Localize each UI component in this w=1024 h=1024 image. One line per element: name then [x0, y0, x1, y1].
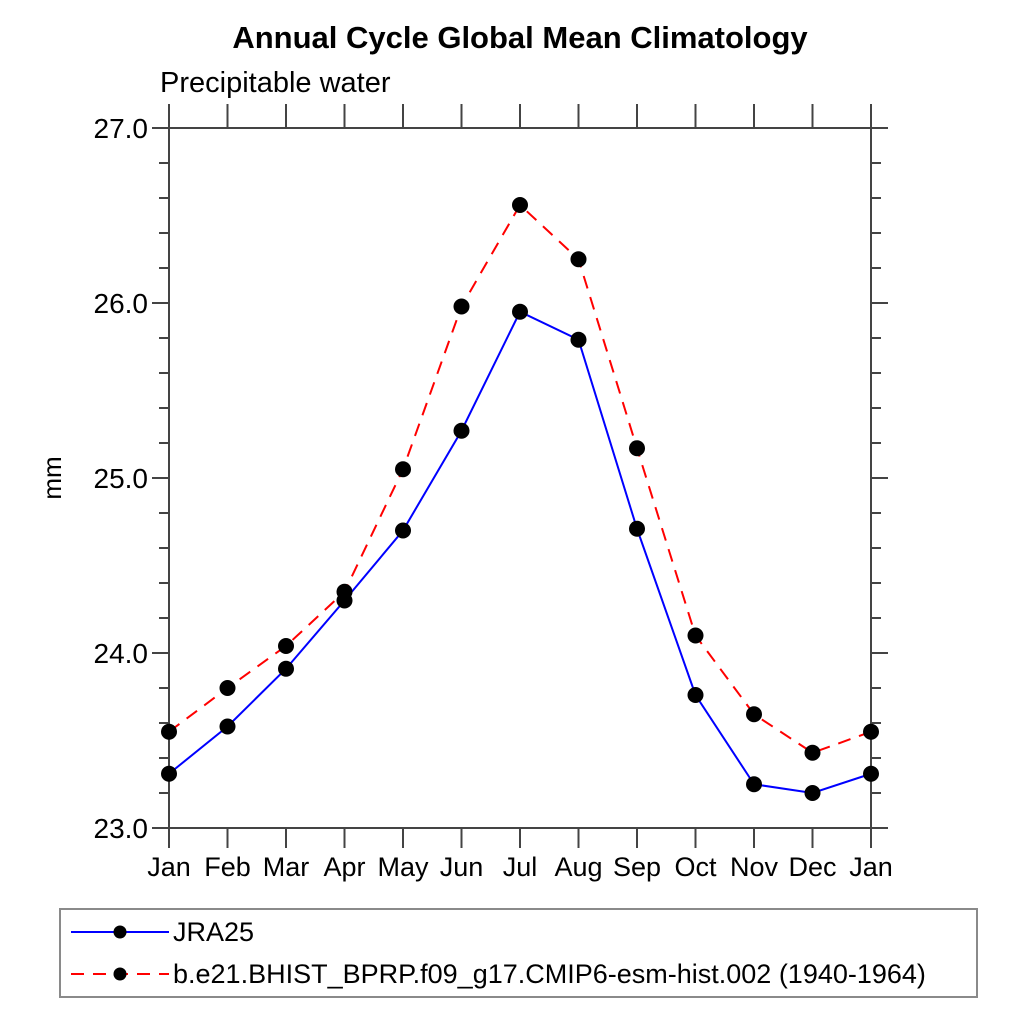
y-tick-label: 26.0	[94, 288, 149, 319]
chart-title: Annual Cycle Global Mean Climatology	[232, 20, 808, 55]
legend-label-series2: b.e21.BHIST_BPRP.f09_g17.CMIP6-esm-hist.…	[173, 959, 926, 989]
y-tick-label: 23.0	[94, 813, 149, 844]
data-point-marker-s0	[863, 765, 879, 782]
data-point-marker-s0	[687, 687, 704, 703]
data-point-marker-s0	[629, 520, 645, 537]
x-tick-label: Jan	[147, 852, 191, 882]
data-point-marker-s0	[278, 660, 294, 677]
legend-label-series1: JRA25	[173, 917, 255, 947]
data-point-marker-s1	[219, 680, 236, 696]
x-tick-label: Nov	[730, 852, 779, 882]
x-tick-label: Oct	[674, 852, 717, 882]
y-tick-label: 24.0	[94, 638, 149, 669]
x-tick-label: Jan	[849, 852, 893, 882]
data-point-marker-s1	[395, 461, 411, 478]
x-tick-label: Jun	[440, 852, 484, 882]
data-point-marker-s0	[161, 765, 177, 782]
x-tick-label: Mar	[263, 852, 310, 882]
legend: JRA25 b.e21.BHIST_BPRP.f09_g17.CMIP6-esm…	[59, 908, 978, 998]
data-point-marker-s0	[219, 718, 236, 735]
legend-item: JRA25	[65, 913, 976, 951]
x-tick-label: Sep	[613, 852, 661, 882]
data-point-marker-s1	[570, 251, 587, 268]
legend-line-dashed-icon	[71, 967, 169, 981]
series-line-1	[168, 203, 872, 754]
x-tick-label: Feb	[204, 852, 251, 882]
data-point-marker-s0	[746, 776, 762, 793]
chart-subtitle: Precipitable water	[160, 67, 391, 99]
x-tick-label: May	[377, 852, 429, 882]
x-tick-label: Aug	[554, 852, 602, 882]
data-point-marker-s0	[395, 522, 411, 539]
legend-line-solid-icon	[71, 925, 169, 939]
y-tick-label: 25.0	[94, 463, 149, 494]
x-tick-label: Jul	[503, 852, 538, 882]
data-point-marker-s1	[746, 706, 762, 723]
legend-marker-dot-icon	[113, 925, 127, 939]
legend-marker-dot-icon	[113, 967, 127, 981]
data-point-marker-s1	[278, 638, 294, 654]
data-point-marker-s0	[512, 303, 528, 320]
data-point-marker-s1	[629, 440, 645, 457]
data-point-marker-s1	[687, 627, 704, 644]
data-point-marker-s0	[804, 785, 821, 801]
y-tick-label: 27.0	[94, 113, 149, 144]
data-point-marker-s0	[570, 331, 587, 348]
data-point-marker-s1	[161, 723, 177, 740]
data-point-marker-s1	[453, 298, 470, 315]
data-point-marker-s1	[804, 744, 821, 761]
x-tick-label: Apr	[323, 852, 365, 882]
data-point-marker-s1	[336, 583, 353, 600]
x-tick-label: Dec	[788, 852, 836, 882]
data-point-marker-s1	[512, 197, 528, 213]
data-point-marker-s0	[453, 422, 470, 439]
legend-item: b.e21.BHIST_BPRP.f09_g17.CMIP6-esm-hist.…	[65, 955, 976, 993]
data-point-marker-s1	[863, 723, 879, 740]
